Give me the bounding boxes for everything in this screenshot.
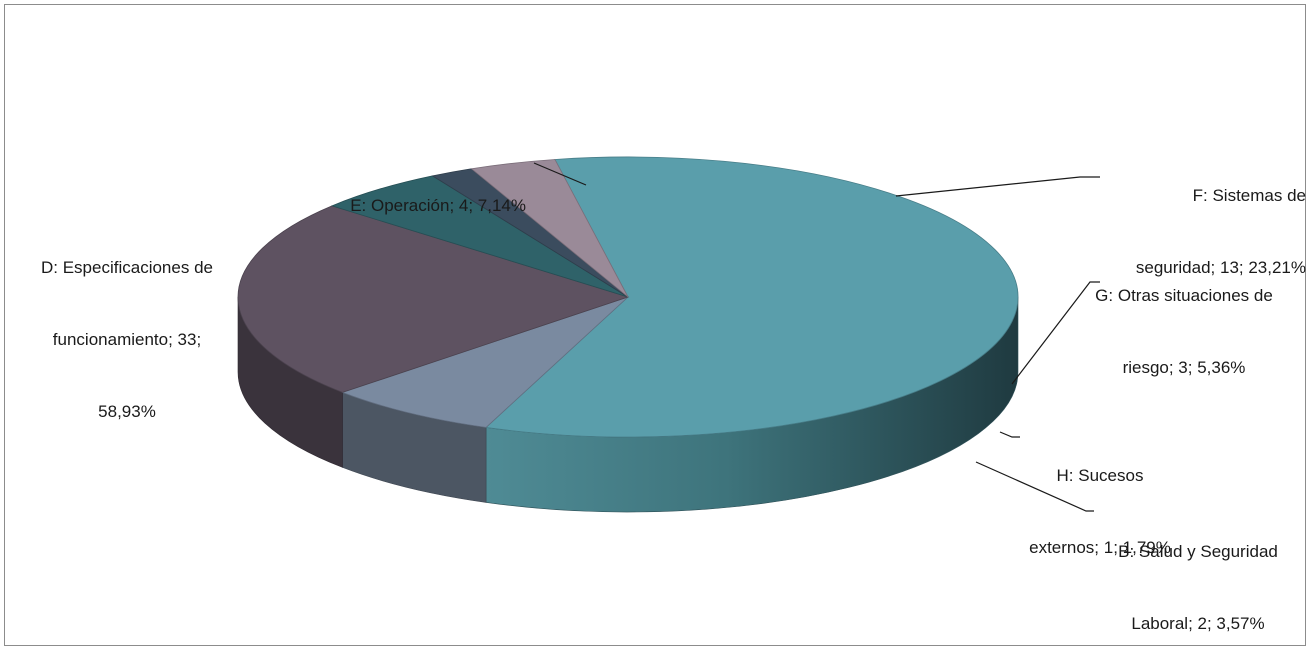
data-label-f: F: Sistemas de seguridad; 13; 23,21%: [1135, 186, 1306, 277]
data-label-b: B: Salud y Seguridad Laboral; 2; 3,57%: [1118, 542, 1278, 633]
leader-line-h: [999, 431, 1020, 438]
pie-slice-e: [341, 296, 629, 428]
data-label-h: H: Sucesos externos; 1; 1,79%: [1029, 466, 1171, 557]
pie-slice-b: [470, 159, 629, 298]
data-label-g: G: Otras situaciones de riesgo; 3; 5,36%: [1095, 286, 1273, 377]
pie-slice-f: [237, 205, 630, 393]
leader-line-e: [533, 162, 587, 186]
leader-line-b: [975, 461, 1094, 512]
leader-line-f: [895, 176, 1100, 197]
leader-line-g: [1011, 281, 1100, 385]
data-label-d: D: Especificaciones de funcionamiento; 3…: [41, 258, 213, 421]
pie-slice-d: [485, 156, 1019, 438]
data-label-e: E: Operación; 4; 7,14%: [350, 196, 526, 215]
